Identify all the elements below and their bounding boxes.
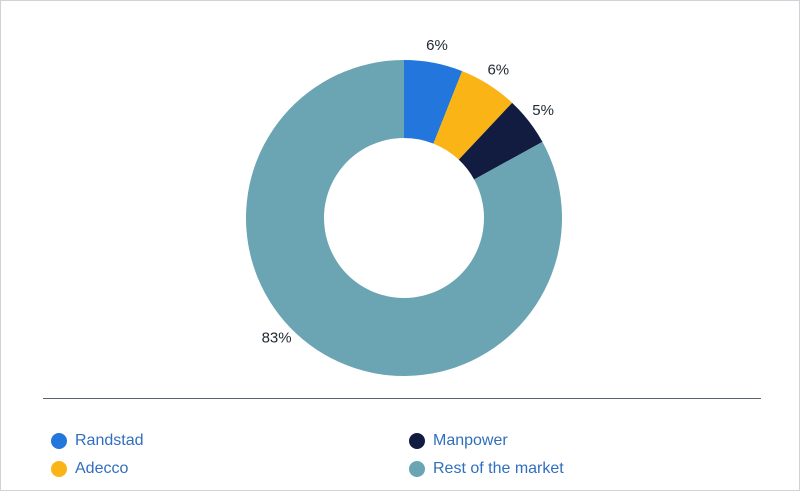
legend-swatch-manpower bbox=[409, 433, 425, 449]
legend-swatch-rest-of-the-market bbox=[409, 461, 425, 477]
legend-swatch-adecco bbox=[51, 461, 67, 477]
legend-swatch-randstad bbox=[51, 433, 67, 449]
legend-label-adecco: Adecco bbox=[75, 460, 129, 477]
legend-label-rest-of-the-market: Rest of the market bbox=[433, 460, 564, 477]
legend-label-randstad: Randstad bbox=[75, 432, 144, 449]
slice-manpower bbox=[458, 102, 543, 180]
legend-item-manpower: Manpower bbox=[409, 430, 508, 452]
legend-item-rest-of-the-market: Rest of the market bbox=[409, 458, 564, 480]
slice-adecco bbox=[433, 71, 513, 160]
slice-label-rest-of-the-market: 83% bbox=[262, 330, 292, 347]
legend-item-adecco: Adecco bbox=[51, 458, 128, 480]
legend-item-randstad: Randstad bbox=[51, 430, 144, 452]
legend-divider bbox=[43, 398, 761, 399]
slice-label-manpower: 5% bbox=[532, 102, 554, 119]
slice-label-randstad: 6% bbox=[426, 37, 448, 54]
slice-rest-of-the-market bbox=[246, 60, 562, 377]
slice-randstad bbox=[404, 60, 463, 144]
legend-label-manpower: Manpower bbox=[433, 432, 508, 449]
slice-label-adecco: 6% bbox=[487, 61, 509, 78]
